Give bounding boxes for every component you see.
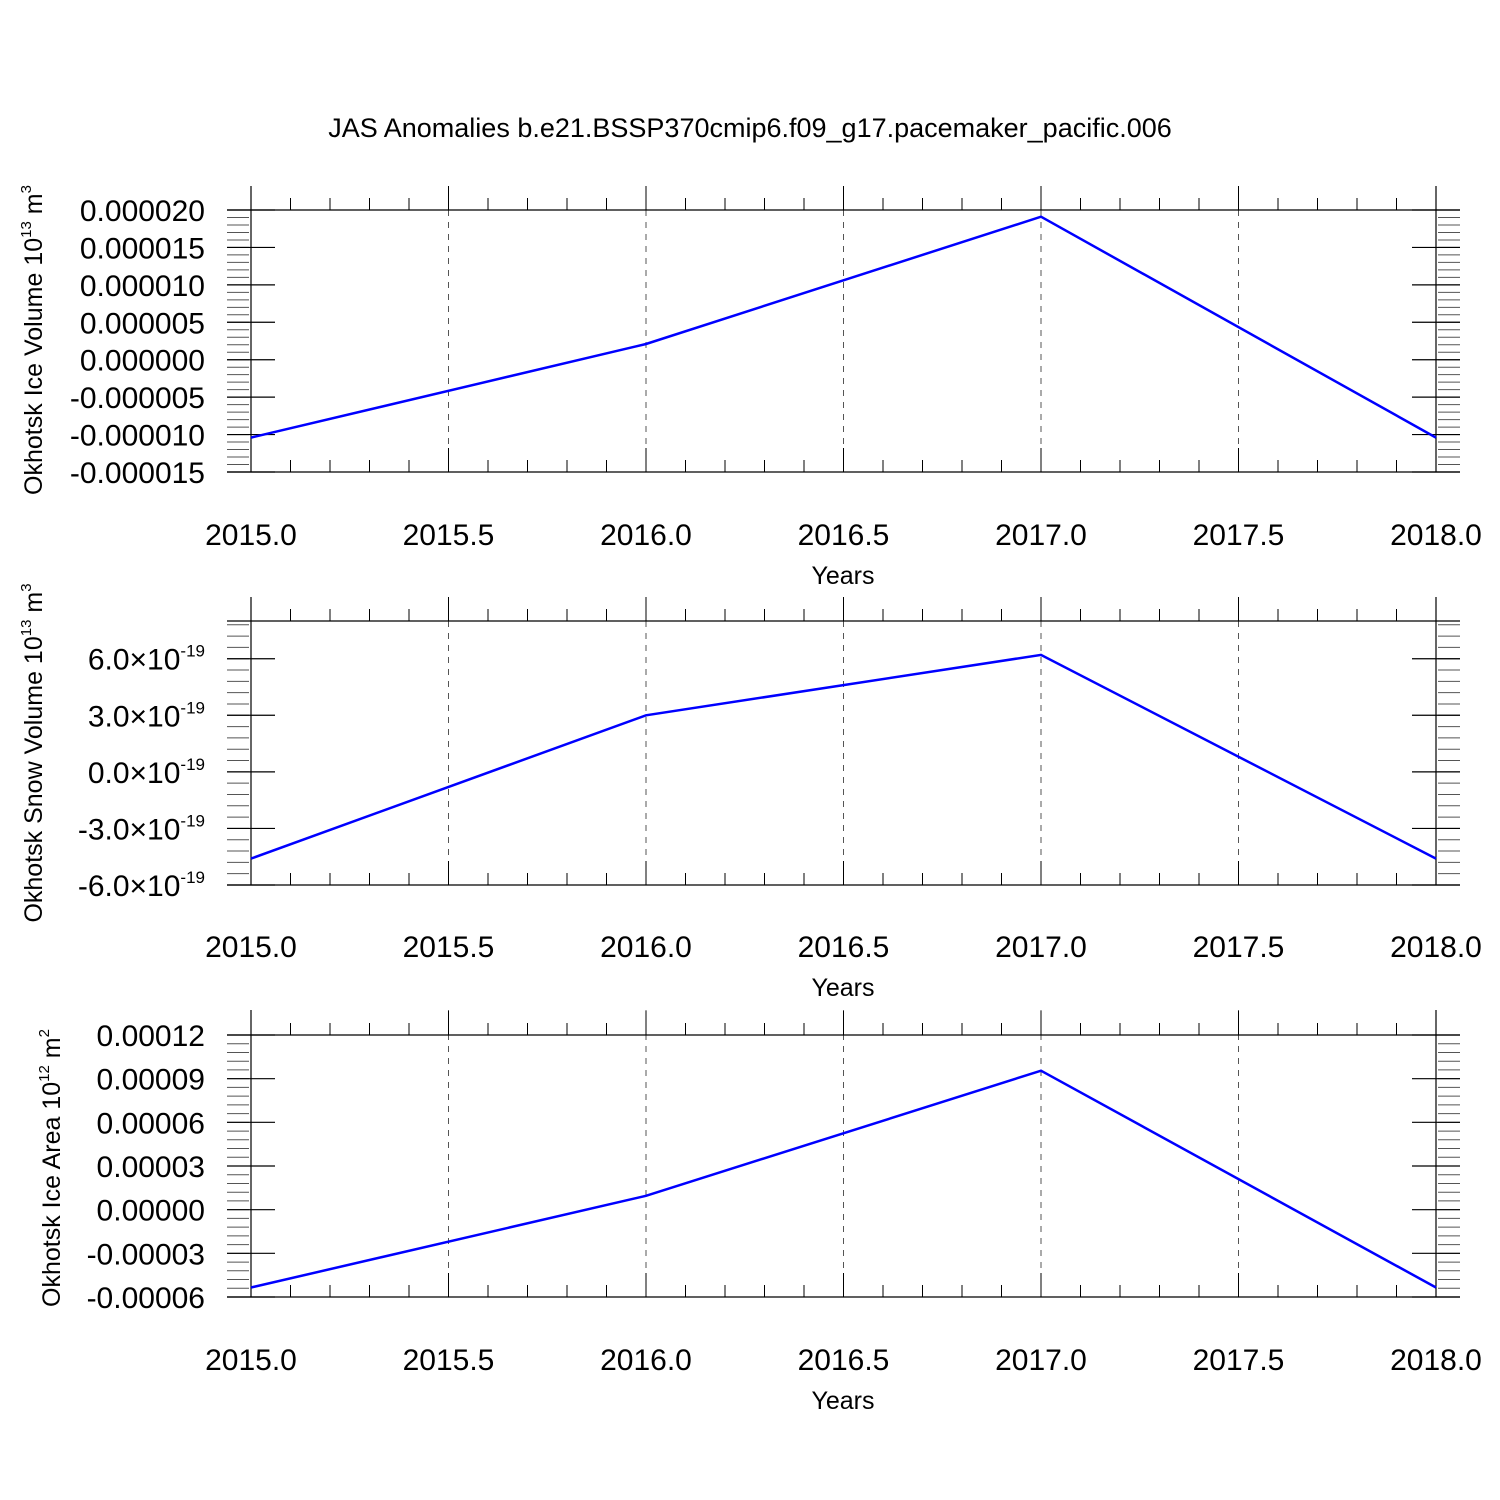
y-tick-label: -0.000010 [70,420,205,453]
figure-title: JAS Anomalies b.e21.BSSP370cmip6.f09_g17… [328,113,1172,143]
x-tick-label: 2016.0 [600,1344,692,1377]
y-tick-label: -6.0×10-19 [78,868,205,903]
x-tick-label: 2017.0 [995,1344,1087,1377]
x-tick-label: 2018.0 [1390,519,1482,552]
y-tick-label: -0.000005 [70,382,205,415]
y-axis-label: Okhotsk Ice Volume 1013 m3 [18,185,48,495]
x-tick-label: 2016.5 [798,519,890,552]
y-tick-label: 6.0×10-19 [88,642,205,677]
y-tick-label: -0.00006 [87,1282,205,1315]
x-tick-label: 2018.0 [1390,931,1482,964]
y-tick-label: 0.000020 [80,195,205,228]
x-tick-label: 2017.0 [995,931,1087,964]
x-tick-label: 2016.5 [798,931,890,964]
panel-2: 2015.0 2015.5 2016.0 2016.5 2017.0 2017.5 2018… [18,583,1482,1002]
x-tick-label: 2017.5 [1193,519,1285,552]
y-tick-label: 0.00009 [97,1064,205,1097]
y-axis-label: Okhotsk Snow Volume 1013 m3 [18,583,48,922]
series-line [250,1069,1437,1289]
y-tick-label: 0.0×10-19 [88,755,205,790]
panels: 2015.0 2015.5 2016.0 2016.5 2017.0 2017.5 2018… [18,185,1482,1415]
series-line [250,215,1437,439]
x-tick-label: 2017.5 [1193,931,1285,964]
panel-1: 2015.0 2015.5 2016.0 2016.5 2017.0 2017.5 2018… [18,185,1482,590]
panel-3: 2015.0 2015.5 2016.0 2016.5 2017.0 2017.5 2018… [36,1010,1482,1415]
x-tick-label: 2015.5 [403,1344,495,1377]
y-tick-label: 0.00000 [97,1195,205,1228]
y-axis-label: Okhotsk Ice Area 1012 m2 [36,1029,66,1307]
x-tick-label: 2015.5 [403,931,495,964]
y-tick-label: 0.000005 [80,307,205,340]
x-tick-label: 2016.0 [600,519,692,552]
x-tick-label: 2017.5 [1193,1344,1285,1377]
y-tick-label: -3.0×10-19 [78,811,205,846]
x-axis-label: Years [811,974,874,1002]
series-line [250,653,1437,860]
x-tick-label: 2017.0 [995,519,1087,552]
y-tick-label: 0.000000 [80,345,205,378]
x-axis-label: Years [811,562,874,590]
y-tick-label: 0.000015 [80,232,205,265]
x-tick-label: 2015.0 [205,1344,297,1377]
x-tick-label: 2015.5 [403,519,495,552]
x-tick-label: 2016.5 [798,1344,890,1377]
x-axis-label: Years [811,1387,874,1415]
y-tick-label: -0.00003 [87,1238,205,1271]
x-tick-label: 2015.0 [205,931,297,964]
y-tick-label: 0.00003 [97,1151,205,1184]
y-tick-label: 0.00006 [97,1107,205,1140]
y-tick-label: 0.00012 [97,1020,205,1053]
x-tick-label: 2016.0 [600,931,692,964]
x-tick-label: 2018.0 [1390,1344,1482,1377]
y-tick-label: 0.000010 [80,270,205,303]
y-tick-label: 3.0×10-19 [88,698,205,733]
y-tick-label: -0.000015 [70,457,205,490]
x-tick-label: 2015.0 [205,519,297,552]
